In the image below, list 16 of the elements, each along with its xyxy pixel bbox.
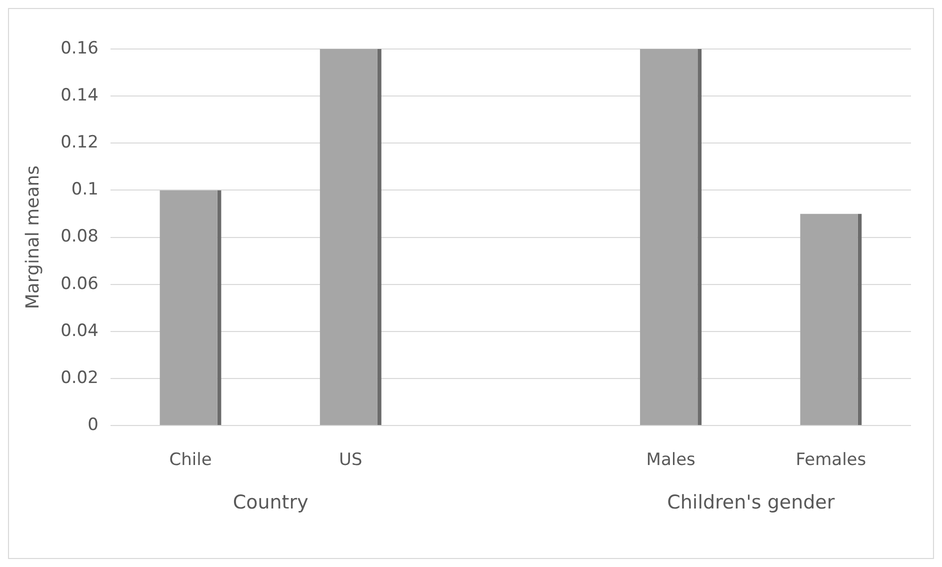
- x-tick-label: Chile: [169, 450, 212, 470]
- y-tick-label: 0.1: [71, 180, 98, 200]
- x-tick-label: US: [339, 450, 362, 470]
- y-tick-label: 0.08: [60, 226, 98, 247]
- y-tick-label: 0.16: [60, 38, 98, 58]
- y-tick-label: 0.04: [60, 320, 98, 341]
- y-tick-label: 0.06: [60, 274, 98, 294]
- y-tick-label: 0: [88, 415, 98, 436]
- x-tick-label: Males: [646, 450, 696, 470]
- y-tick-label: 0.14: [60, 85, 98, 106]
- y-axis-title: Marginal means: [22, 165, 44, 310]
- text: Country: [232, 492, 308, 514]
- x-tick-label: Females: [796, 450, 866, 470]
- text: Children's gender: [667, 492, 835, 514]
- y-tick-label: 0.12: [60, 132, 98, 153]
- y-tick-label: 0.02: [60, 368, 98, 388]
